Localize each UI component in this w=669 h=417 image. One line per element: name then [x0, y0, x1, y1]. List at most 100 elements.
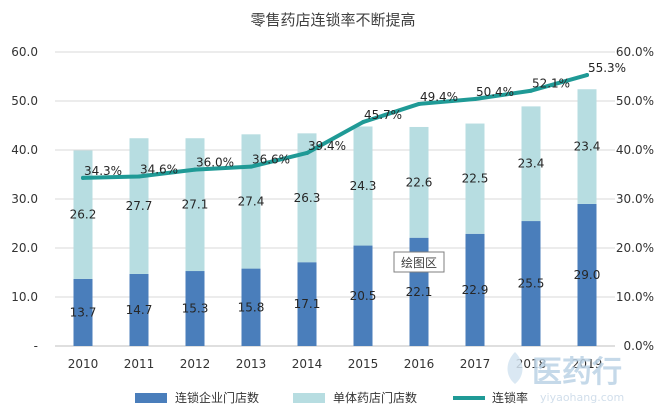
y-right-tick-label: 50.0% — [616, 94, 654, 108]
bars — [73, 89, 597, 346]
bar-independent-stores — [297, 133, 317, 263]
data-label-chain-rate: 52.1% — [532, 77, 570, 91]
tooltip-box — [393, 251, 445, 273]
y-right-tick-label: 0.0% — [624, 339, 655, 353]
y-right-tick-label: 60.0% — [616, 45, 654, 59]
data-label-independent-stores: 26.3 — [294, 191, 321, 205]
data-label-chain-stores: 22.9 — [462, 283, 489, 297]
y-axis-right-ticks: 0.0% 10.0% 20.0% 30.0% 40.0% 50.0% 60.0% — [616, 45, 654, 353]
legend-label-chain-rate: 连锁率 — [492, 390, 528, 405]
data-label-independent-stores: 26.2 — [70, 208, 97, 222]
data-label-chain-rate: 50.4% — [476, 85, 514, 99]
bar-chain-stores — [353, 245, 373, 346]
watermark: 医药行 yiyaohang.com — [507, 352, 624, 404]
data-label-independent-stores: 27.4 — [238, 194, 265, 208]
chart-title: 零售药店连锁率不断提高 — [250, 11, 415, 29]
chain-rate-line — [81, 73, 589, 180]
chain-rate-point — [193, 167, 197, 172]
watermark-url: yiyaohang.com — [540, 391, 624, 404]
data-label-chain-rate: 55.3% — [588, 61, 626, 75]
y-left-tick-label: 40.0 — [11, 143, 38, 157]
chain-rate-point — [473, 97, 477, 102]
data-labels: 13.7 26.2 14.7 27.7 15.3 27.1 15.8 27.4 17.1 26.3… — [70, 61, 626, 319]
legend-label-chain-stores: 连锁企业门店数 — [175, 390, 259, 405]
y-left-tick-label: 60.0 — [11, 45, 38, 59]
data-label-chain-rate: 36.6% — [252, 153, 290, 167]
bar-chain-stores — [465, 233, 485, 346]
y-right-tick-label: 30.0% — [616, 192, 654, 206]
chain-rate-point — [585, 73, 589, 78]
chain-rate-point — [81, 175, 85, 180]
y-left-tick-label: 30.0 — [11, 192, 38, 206]
bar-chain-stores — [185, 271, 205, 346]
y-left-tick-label: 10.0 — [11, 290, 38, 304]
y-left-tick-label: 50.0 — [11, 94, 38, 108]
chain-rate-point — [529, 88, 533, 93]
data-label-chain-stores: 29.0 — [574, 268, 601, 282]
bar-chain-stores — [297, 262, 317, 346]
bar-independent-stores — [409, 126, 429, 238]
bar-chain-stores — [241, 268, 261, 346]
chain-rate-point — [305, 150, 309, 155]
data-label-chain-stores: 20.5 — [350, 289, 377, 303]
y-right-tick-label: 10.0% — [616, 290, 654, 304]
x-tick-label: 2013 — [236, 357, 267, 371]
bar-independent-stores — [465, 123, 485, 234]
data-label-independent-stores: 23.4 — [574, 140, 601, 154]
bar-chain-stores — [521, 221, 541, 346]
y-right-tick-label: 40.0% — [616, 143, 654, 157]
bar-independent-stores — [73, 150, 93, 279]
data-label-independent-stores: 23.4 — [518, 157, 545, 171]
x-tick-label: 2014 — [292, 357, 323, 371]
bar-independent-stores — [521, 106, 541, 222]
x-tick-label: 2019 — [572, 357, 603, 371]
data-label-independent-stores: 27.1 — [182, 198, 209, 212]
data-label-chain-stores: 17.1 — [294, 297, 321, 311]
legend: 连锁企业门店数 单体药店门店数 连锁率 — [135, 390, 528, 405]
watermark-logo-text: 医药行 — [532, 355, 622, 390]
legend-label-independent-stores: 单体药店门店数 — [333, 390, 417, 405]
y-left-tick-label: 20.0 — [11, 241, 38, 255]
line-series — [81, 73, 589, 180]
y-axis-left-ticks: - 10.0 20.0 30.0 40.0 50.0 60.0 — [11, 45, 38, 353]
x-tick-label: 2017 — [460, 357, 491, 371]
legend-swatch-chain-stores — [135, 393, 167, 403]
data-label-chain-stores: 25.5 — [518, 277, 545, 291]
data-label-chain-stores: 13.7 — [70, 305, 97, 319]
data-label-chain-rate: 39.4% — [308, 139, 346, 153]
chain-rate-point — [137, 174, 141, 179]
plot-area-tooltip: 绘图区 — [393, 251, 445, 273]
bar-independent-stores — [129, 138, 149, 274]
bar-chain-stores — [73, 278, 93, 346]
data-label-independent-stores: 24.3 — [350, 179, 377, 193]
data-label-independent-stores: 27.7 — [126, 199, 153, 213]
x-tick-label: 2010 — [68, 357, 99, 371]
chain-rate-point — [249, 164, 253, 169]
chain-rate-point — [361, 120, 365, 125]
data-label-chain-stores: 22.1 — [406, 285, 433, 299]
legend-swatch-independent-stores — [293, 393, 325, 403]
data-label-chain-stores: 15.3 — [182, 302, 209, 316]
watermark-drop-icon — [507, 352, 523, 384]
data-label-chain-rate: 45.7% — [364, 108, 402, 122]
data-label-chain-stores: 14.7 — [126, 303, 153, 317]
bar-chain-stores — [129, 273, 149, 346]
data-label-chain-rate: 36.0% — [196, 156, 234, 170]
x-tick-label: 2011 — [124, 357, 155, 371]
tooltip-text: 绘图区 — [401, 255, 437, 270]
x-tick-label: 2015 — [348, 357, 379, 371]
x-tick-label: 2012 — [180, 357, 211, 371]
x-tick-label: 2016 — [404, 357, 435, 371]
chain-rate-point — [417, 101, 421, 106]
data-label-chain-rate: 49.4% — [420, 90, 458, 104]
x-tick-label: 2018 — [516, 357, 547, 371]
y-right-tick-label: 20.0% — [616, 241, 654, 255]
y-left-tick-label: - — [34, 339, 38, 353]
bar-independent-stores — [353, 126, 373, 246]
data-label-independent-stores: 22.5 — [462, 172, 489, 186]
data-label-chain-stores: 15.8 — [238, 300, 265, 314]
data-label-independent-stores: 22.6 — [406, 175, 433, 189]
bar-chain-stores — [577, 203, 597, 346]
data-label-chain-rate: 34.6% — [140, 162, 178, 176]
